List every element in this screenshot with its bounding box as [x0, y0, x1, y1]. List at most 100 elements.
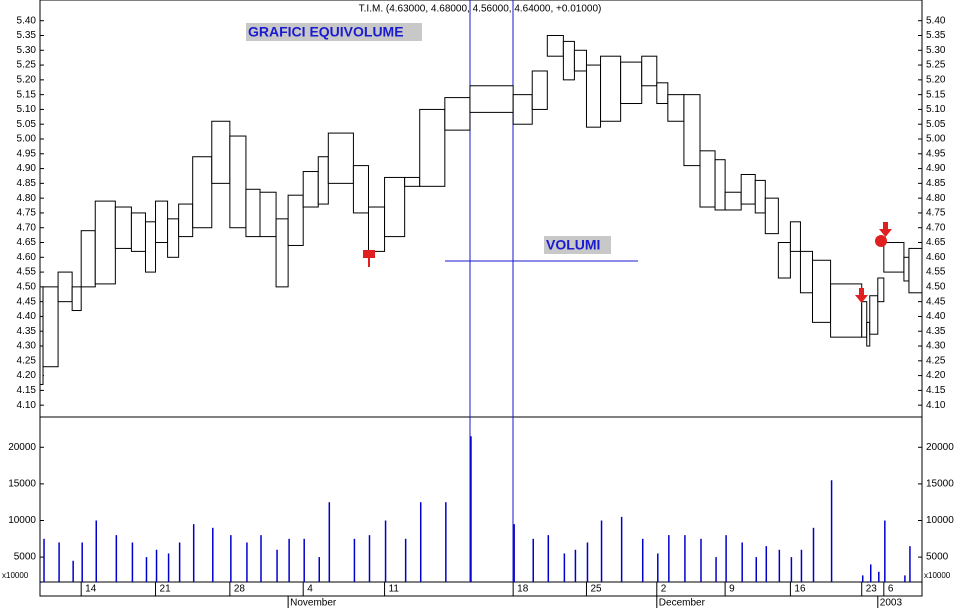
- equivolume-box: [144, 221, 157, 273]
- y-tick-label: 5000: [926, 552, 949, 563]
- y-tick-label: 4.45: [926, 296, 946, 307]
- equivolume-box: [404, 176, 421, 187]
- y-tick-label: 4.30: [17, 341, 37, 352]
- x-tick-label: 2: [661, 584, 667, 595]
- y-tick-label: 4.10: [17, 400, 37, 411]
- equivolume-box: [275, 218, 289, 288]
- y-tick-label: 4.50: [17, 282, 37, 293]
- x-tick-label: 23: [866, 584, 878, 595]
- y-tick-label: 4.35: [17, 326, 37, 337]
- equivolume-box: [861, 301, 868, 338]
- equivolume-box: [352, 165, 369, 214]
- y-tick-label: 4.50: [926, 282, 946, 293]
- y-tick-label: 4.70: [17, 222, 37, 233]
- period-label: December: [659, 598, 706, 608]
- equivolume-box: [777, 242, 791, 279]
- y-tick-label: 4.65: [17, 237, 37, 248]
- y-tick-label: 20000: [8, 442, 36, 453]
- header: T.I.M. (4.63000, 4.68000, 4.56000, 4.640…: [359, 4, 602, 15]
- y-tick-label: 4.75: [926, 208, 946, 219]
- y-tick-label: 5.20: [926, 74, 946, 85]
- y-tick-label: 5.30: [17, 45, 37, 56]
- period-label: November: [290, 598, 337, 608]
- y-tick-label: 4.40: [926, 311, 946, 322]
- equivolume-box: [287, 194, 304, 246]
- equivolume-box: [302, 171, 319, 208]
- y-tick-label: 4.35: [926, 326, 946, 337]
- y-tick-label: 5.10: [926, 104, 946, 115]
- equivolume-box: [812, 259, 832, 323]
- y-tick-label: 5.00: [17, 134, 37, 145]
- y-tick-label: 10000: [926, 515, 954, 526]
- y-tick-label: 5.05: [926, 119, 946, 130]
- y-tick-label: 4.15: [17, 385, 37, 396]
- unit-label: x10000: [2, 571, 29, 580]
- signal-arrow: [879, 222, 892, 237]
- y-tick-label: 5.05: [17, 119, 37, 130]
- equivolume-box: [42, 286, 59, 368]
- equivolume-box: [764, 197, 779, 235]
- x-tick-label: 4: [307, 584, 313, 595]
- annotation-bg: [246, 23, 422, 41]
- y-tick-label: 4.85: [17, 178, 37, 189]
- plot-area: 5.40 5.40 5.35 5.35 5.30 5.30 5.25 5.25 5.20 5.20…: [8, 15, 954, 608]
- x-tick-label: 6: [888, 584, 894, 595]
- equivolume-box: [178, 203, 194, 238]
- period-label: 2003: [880, 598, 903, 608]
- y-tick-label: 15000: [926, 479, 954, 490]
- equivolume-box: [562, 40, 575, 81]
- y-tick-label: 4.45: [17, 296, 37, 307]
- equivolume-box: [585, 64, 602, 128]
- equivolume-box: [573, 49, 587, 72]
- y-tick-label: 4.95: [926, 148, 946, 159]
- y-tick-label: 5.35: [926, 30, 946, 41]
- annotation: VOLUMI: [546, 237, 600, 253]
- x-tick-label: 11: [389, 584, 400, 595]
- equivolume-box: [869, 295, 879, 335]
- equivolume-box: [114, 206, 132, 249]
- equivolume-box: [740, 173, 756, 205]
- equivolume-box: [245, 188, 261, 238]
- equivolume-box: [192, 156, 213, 229]
- y-tick-label: 4.10: [926, 400, 946, 411]
- y-tick-label: 5.40: [17, 15, 37, 26]
- equivolume-box: [667, 94, 685, 122]
- y-tick-label: 4.70: [926, 222, 946, 233]
- y-tick-label: 4.80: [926, 193, 946, 204]
- equivolume-box: [830, 283, 863, 338]
- y-tick-label: 4.75: [17, 208, 37, 219]
- x-tick-label: 21: [160, 584, 172, 595]
- y-tick-label: 4.25: [926, 355, 946, 366]
- equivolume-box: [259, 191, 277, 238]
- signal-icons: [363, 222, 892, 303]
- y-tick-label: 5.00: [926, 134, 946, 145]
- y-tick-label: 20000: [926, 442, 954, 453]
- y-tick-label: 4.40: [17, 311, 37, 322]
- equivolume-box: [699, 150, 716, 208]
- equivolume-box: [714, 159, 726, 211]
- equivolume-box: [384, 176, 406, 238]
- y-tick-label: 5.20: [17, 74, 37, 85]
- equivolume-box: [94, 200, 116, 285]
- y-tick-label: 4.30: [926, 341, 946, 352]
- signal-icon: [875, 235, 887, 247]
- equivolume-box: [754, 179, 766, 214]
- equivolume-box: [724, 191, 742, 211]
- equivolume-box: [71, 286, 82, 312]
- y-tick-label: 5.30: [926, 45, 946, 56]
- equivolume-box: [531, 70, 548, 110]
- equivolume-box: [327, 132, 354, 184]
- x-tick-label: 16: [794, 584, 806, 595]
- frame: [39, 0, 923, 597]
- y-tick-label: 5.15: [926, 89, 946, 100]
- x-tick-label: 14: [85, 584, 97, 595]
- y-tick-label: 5000: [14, 552, 37, 563]
- equivolume-box: [546, 34, 564, 57]
- equivolume-box: [80, 230, 96, 288]
- y-tick-label: 4.80: [17, 193, 37, 204]
- equivolume-box: [419, 108, 446, 187]
- y-tick-label: 4.65: [926, 237, 946, 248]
- equivolume-box: [641, 55, 658, 87]
- x-tick-label: 28: [234, 584, 246, 595]
